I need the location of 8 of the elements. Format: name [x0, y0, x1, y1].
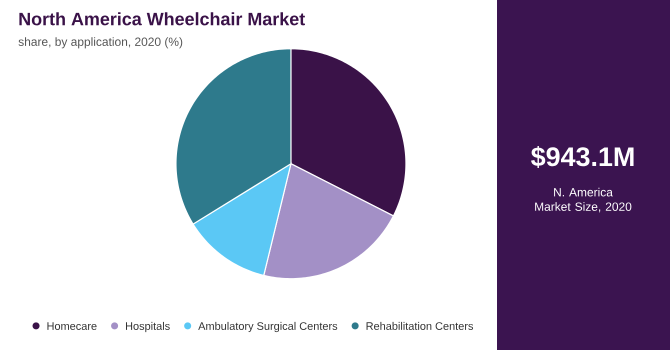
chart-title: North America Wheelchair Market — [19, 12, 305, 26]
legend-label: Hospitals — [126, 322, 170, 332]
text: N. America Market Size, 2020 — [535, 188, 632, 212]
legend-label: Homecare — [47, 322, 97, 330]
chart-subtitle: share, by application, 2020 (%) — [18, 37, 182, 48]
text: $943.1M — [531, 146, 634, 168]
legend-label: Ambulatory Surgical Centers — [198, 322, 338, 332]
legend-label: Rehabilitation Centers — [366, 322, 474, 330]
